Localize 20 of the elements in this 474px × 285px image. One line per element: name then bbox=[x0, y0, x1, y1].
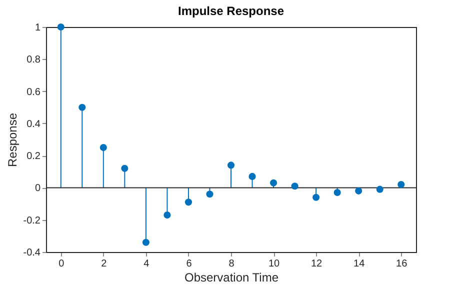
x-tick-label: 6 bbox=[186, 258, 192, 270]
x-tick-label: 2 bbox=[101, 258, 108, 270]
y-tick-label: 0.6 bbox=[26, 86, 41, 98]
x-tick-label: 12 bbox=[310, 258, 323, 270]
x-axis-title: Observation Time bbox=[184, 270, 279, 284]
x-tick-label: 8 bbox=[228, 258, 235, 270]
y-tick-label: -0.4 bbox=[23, 248, 41, 258]
y-axis-title: Response bbox=[5, 112, 20, 168]
x-tick-label: 14 bbox=[354, 258, 366, 270]
y-tick-label: 1 bbox=[34, 22, 41, 34]
y-tick-label: -0.2 bbox=[23, 215, 41, 226]
y-tick-label: 0.2 bbox=[26, 151, 41, 162]
x-tick-label: 0 bbox=[58, 258, 65, 270]
x-tick-label: 4 bbox=[144, 258, 150, 270]
x-tick-label: 16 bbox=[396, 258, 408, 270]
x-tick-label: 10 bbox=[268, 258, 280, 270]
y-tick-label: 0 bbox=[34, 183, 41, 194]
chart-title: Impulse Response bbox=[178, 4, 284, 18]
y-tick-label: 0.8 bbox=[26, 54, 41, 66]
y-tick-label: 0.4 bbox=[26, 118, 41, 130]
